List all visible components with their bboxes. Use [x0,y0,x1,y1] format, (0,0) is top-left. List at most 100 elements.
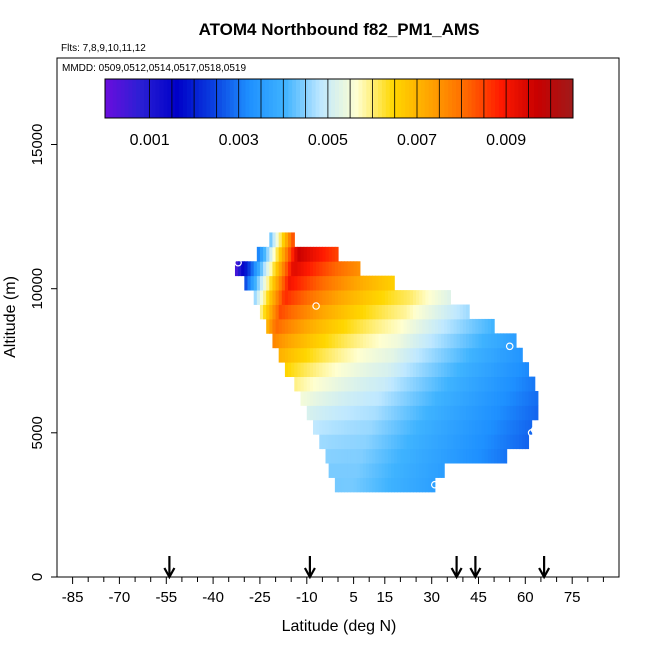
heatmap-cell [444,318,448,334]
heatmap-cell [263,246,267,262]
heatmap-cell [369,405,373,421]
heatmap-cell [356,318,361,334]
heatmap-cell [322,419,327,435]
heatmap-cell [334,419,339,435]
heatmap-cell [347,376,352,392]
heatmap-cell [303,290,308,305]
heatmap-cell [453,347,458,363]
heatmap-cell [472,391,476,406]
colorbar-segment [237,79,242,118]
heatmap-cell [512,333,517,349]
colorbar-segment [417,79,422,118]
heatmap-cell [447,304,451,320]
heatmap-cell [412,448,417,464]
x-tick-label: -55 [155,589,177,606]
heatmap-cell [459,405,464,421]
heatmap-cell [434,290,439,305]
heatmap-cell [441,463,445,478]
heatmap-cell [459,448,464,464]
heatmap-cell [353,362,358,378]
heatmap-cell [397,391,402,406]
x-axis: -85 -70 -55 -40 -25 -10 5 15 30 45 60 75 [62,577,604,606]
heatmap-cell [266,290,270,305]
heatmap-cell [303,275,308,291]
heatmap-cell [297,347,302,363]
heatmap-cell [306,318,311,334]
heatmap-cell [391,463,395,478]
heatmap-cell [325,419,330,435]
colorbar-segment [190,79,196,118]
colorbar-segment [339,79,344,118]
heatmap-cell [381,419,386,435]
flight-arrow [303,556,316,580]
heatmap-cell [475,318,480,334]
heatmap-cell [313,405,317,421]
heatmap-cell [263,290,267,305]
heatmap-cell [469,318,473,334]
heatmap-cell [344,434,348,450]
heatmap-cell [478,405,483,421]
colorbar-segment [346,79,352,118]
heatmap-cell [278,261,283,277]
heatmap-cell [356,391,361,406]
colorbar-segment [264,79,270,118]
heatmap-cell [278,333,283,349]
heatmap-cell [381,405,386,421]
heatmap-cell [506,376,511,392]
heatmap-cell [331,376,336,392]
heatmap-cell [347,261,352,277]
heatmap-cell [300,318,305,334]
colorbar-segment [557,79,562,118]
heatmap-cell [334,362,339,378]
heatmap-cell [428,419,433,435]
heatmap-cell [431,391,436,406]
heatmap-cell [266,261,270,277]
heatmap-cell [469,434,473,450]
heatmap-cell [512,376,517,392]
heatmap-cell [319,275,323,291]
heatmap-cell [341,347,345,363]
heatmap-cell [294,275,299,291]
heatmap-cell [272,333,277,349]
heatmap-cell [259,246,264,262]
heatmap-cell [356,405,361,421]
heatmap-cell [347,405,352,421]
heatmap-cell [366,405,370,421]
heatmap-cell [347,477,352,493]
heatmap-cell [428,463,433,478]
heatmap-cell [362,304,367,320]
heatmap-cell [338,376,342,392]
heatmap-cell [503,405,508,421]
colorbar-segment [155,79,161,118]
heatmap-cell [453,448,458,464]
heatmap-cell [409,333,414,349]
x-tick-label: -85 [62,589,84,606]
heatmap-cell [387,477,392,493]
heatmap-cell [341,275,345,291]
heatmap-cell [362,463,367,478]
heatmap-cell [494,362,498,378]
heatmap-cell [515,376,520,392]
heatmap-cell [372,304,377,320]
heatmap-cell [434,419,439,435]
heatmap-cell [303,304,308,320]
heatmap-cell [372,318,377,334]
heatmap-cell [512,434,517,450]
heatmap-cell [325,362,330,378]
heatmap-cell [397,362,402,378]
heatmap-cell [291,362,295,378]
heatmap-cell [403,304,408,320]
heatmap-cell [350,304,355,320]
heatmap-cell [350,376,355,392]
heatmap-cell [397,463,402,478]
heatmap-cell [334,304,339,320]
heatmap-cell [412,463,417,478]
heatmap-cell [338,463,342,478]
heatmap-cell [378,318,383,334]
heatmap-cell [487,434,492,450]
heatmap-cell [525,376,530,392]
heatmap-cell [334,391,339,406]
heatmap-cell [444,290,448,305]
heatmap-cell [509,391,514,406]
heatmap-cell [412,362,417,378]
